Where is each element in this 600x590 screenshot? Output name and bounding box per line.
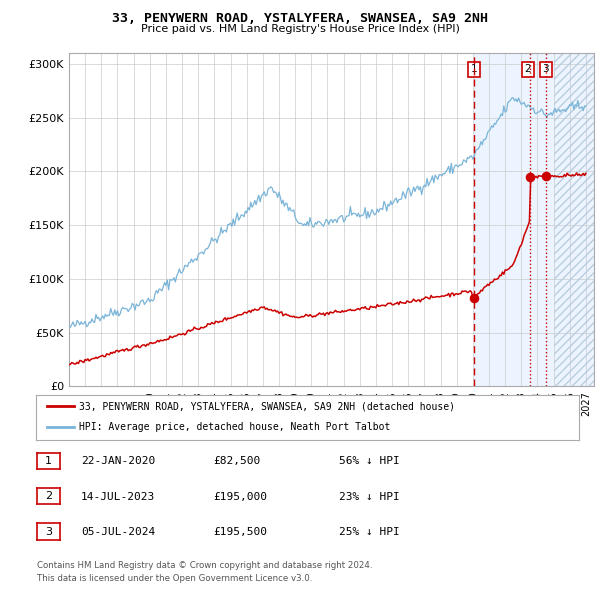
Text: 1: 1 xyxy=(45,456,52,466)
Text: 33, PENYWERN ROAD, YSTALYFERA, SWANSEA, SA9 2NH: 33, PENYWERN ROAD, YSTALYFERA, SWANSEA, … xyxy=(112,12,488,25)
Text: 2: 2 xyxy=(524,64,531,74)
Text: HPI: Average price, detached house, Neath Port Talbot: HPI: Average price, detached house, Neat… xyxy=(79,422,391,432)
Bar xyxy=(554,53,594,386)
Text: £195,000: £195,000 xyxy=(213,492,267,502)
Text: 05-JUL-2024: 05-JUL-2024 xyxy=(81,527,155,537)
Text: 14-JUL-2023: 14-JUL-2023 xyxy=(81,492,155,502)
Text: Price paid vs. HM Land Registry's House Price Index (HPI): Price paid vs. HM Land Registry's House … xyxy=(140,24,460,34)
Bar xyxy=(554,53,594,386)
Text: 2: 2 xyxy=(45,491,52,501)
Text: £82,500: £82,500 xyxy=(213,457,260,466)
Point xyxy=(541,172,550,181)
Text: 3: 3 xyxy=(542,64,549,74)
Text: 1: 1 xyxy=(470,64,477,74)
Text: 3: 3 xyxy=(45,527,52,536)
Bar xyxy=(474,53,594,386)
Text: 25% ↓ HPI: 25% ↓ HPI xyxy=(339,527,400,537)
Text: 23% ↓ HPI: 23% ↓ HPI xyxy=(339,492,400,502)
Point xyxy=(469,293,479,303)
Point xyxy=(525,172,535,182)
Text: 33, PENYWERN ROAD, YSTALYFERA, SWANSEA, SA9 2NH (detached house): 33, PENYWERN ROAD, YSTALYFERA, SWANSEA, … xyxy=(79,401,455,411)
Text: 22-JAN-2020: 22-JAN-2020 xyxy=(81,457,155,466)
Text: 56% ↓ HPI: 56% ↓ HPI xyxy=(339,457,400,466)
Text: £195,500: £195,500 xyxy=(213,527,267,537)
Text: Contains HM Land Registry data © Crown copyright and database right 2024.
This d: Contains HM Land Registry data © Crown c… xyxy=(37,562,373,583)
